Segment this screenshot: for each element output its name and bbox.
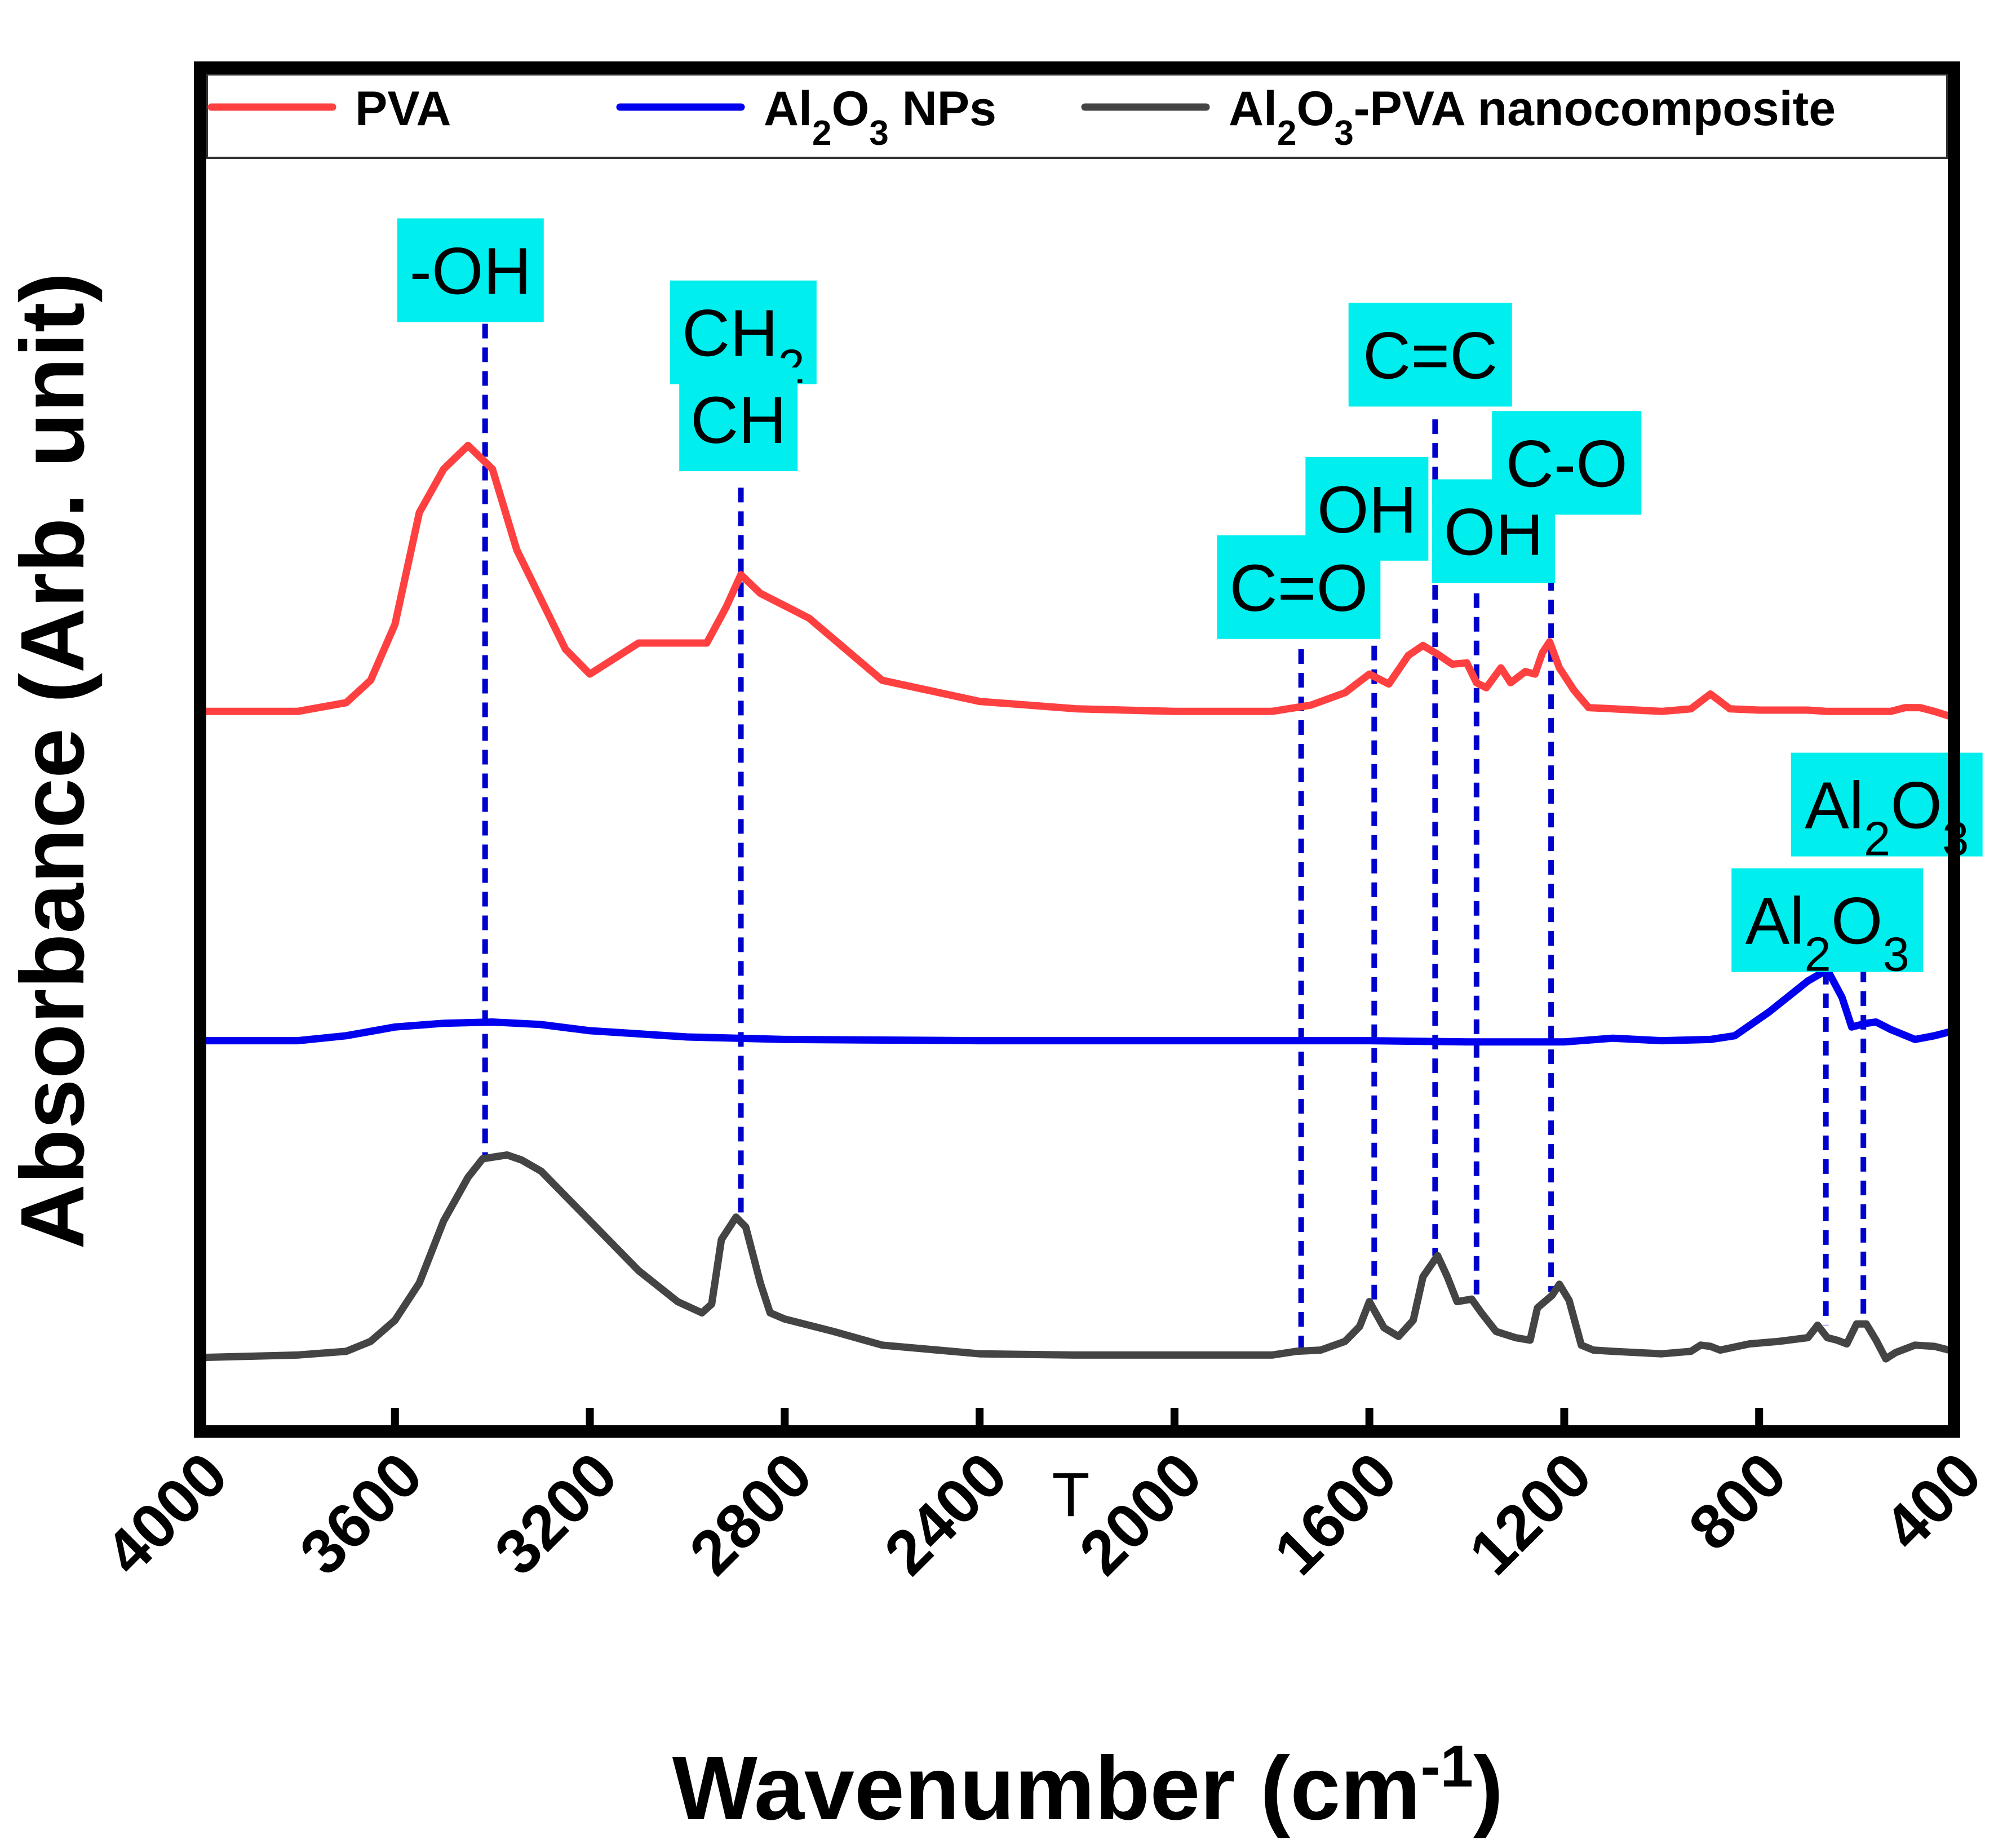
peak-label-box [1305,456,1429,561]
series-line-al2o3-nps [196,966,1958,1046]
peak-label-text: C-O [1506,427,1628,501]
peak-label-text: -OH [410,234,531,308]
peak-label-text: C=C [1363,318,1497,393]
legend-label-al2o3-pva-nanocomposite: Al2O3-PVA nanocomposite [1229,82,1836,153]
peak-label-1-oh: -OH [397,218,544,322]
peak-label-10-al2o3: Al2O3 [1731,868,1924,982]
series-line-al2o3-pva-nanocomposite [196,1151,1958,1363]
peak-label-box [679,367,798,472]
peak-label-box [397,218,544,322]
x-axis-title: Wavenumber (cm-1) [672,1734,1503,1839]
peak-label-5-oh: OH [1305,456,1429,561]
legend-label-al2o3-nps: Al2O3 NPs [764,82,996,153]
peak-label-text: Al2O3 [1745,884,1909,982]
legend-label-pva: PVA [355,82,451,136]
peak-label-3-ch: CH [679,367,798,472]
peak-label-text: CH [690,383,786,458]
peak-label-box [1731,868,1924,972]
peak-label-6-c-c: C=C [1348,303,1512,407]
y-axis-title: Absorbance (Arb. unit) [2,272,103,1249]
stray-text-T: T [1052,1460,1089,1530]
peak-label-box [1492,411,1642,515]
peak-label-text: C=O [1229,551,1368,626]
plot-frame [194,61,1960,1438]
peak-label-text: OH [1317,473,1417,547]
peak-label-8-c-o: C-O [1492,411,1642,515]
peak-label-box [670,280,817,384]
legend-box [206,73,1948,159]
series-line-pva [196,441,1958,721]
peak-label-box [1348,303,1512,407]
series-lines [196,441,1958,1363]
legend: PVA Al2O3 NPs Al2O3-PVA nanocomposite [206,73,1948,159]
